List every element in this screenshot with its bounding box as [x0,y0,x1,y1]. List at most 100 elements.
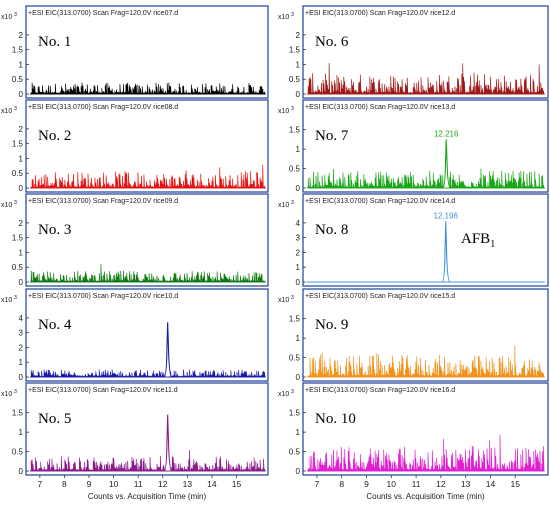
panel-10-ytick-label: 1 [296,428,301,437]
panel-2-multiplier: x10 3 [278,12,294,21]
panel-6-ytick-label: 2 [296,248,301,257]
panel-10-xtick-label: 10 [387,479,397,489]
panel-8-frame [302,288,549,382]
panel-2-ytick-label: 0 [296,90,301,99]
panel-8-multiplier: x10 3 [278,295,294,304]
panel-5-ytick-label: 1 [19,248,24,257]
panel-10-ytick-label: 0.5 [289,448,301,457]
panel-6-ytick-label: 4 [296,219,301,228]
panel-5-frame [25,193,269,287]
panel-5-label: No. 3 [38,222,71,238]
panel-9-multiplier-exp: 3 [12,389,17,395]
panel-6-header: +ESI EIC(313.0700) Scan Frag=120.0V rice… [305,198,455,205]
panel-9-xtick-label: 12 [158,479,168,489]
panel-3-ytick-label: 0.5 [12,169,24,178]
panel-1-ytick-label: 0 [19,90,24,99]
panel-1-ytick-label: 0.5 [12,75,24,84]
panel-10-xtick-label: 8 [339,479,344,489]
panel-8-ytick-label: 1 [296,334,301,343]
panel-5-ytick-label: 0.5 [12,263,24,272]
panel-4-multiplier-exp: 3 [289,106,294,112]
panel-4-peak [442,139,451,189]
panel-10-header: +ESI EIC(313.0700) Scan Frag=120.0V rice… [305,387,455,394]
panel-5-multiplier: x10 3 [1,200,17,209]
panel-10-ytick-label: 0 [296,467,301,476]
panel-5-ytick-label: 0 [19,278,24,287]
panel-3-multiplier: x10 3 [1,106,17,115]
panel-9-xtick-label: 8 [62,479,67,489]
panel-2-ytick-label: 1.5 [289,46,301,55]
panel-10-multiplier-exp: 3 [289,389,294,395]
panel-6-ytick-label: 0 [296,278,301,287]
panel-8-header: +ESI EIC(313.0700) Scan Frag=120.0V rice… [305,293,455,300]
panel-8-multiplier-exp: 3 [289,295,294,301]
panel-6-frame [302,193,549,287]
panel-1-label: No. 1 [38,34,71,50]
panel-2-ytick-label: 0.5 [289,75,301,84]
panel-9-ytick-label: 1.5 [12,409,24,418]
panel-10-xtick-label: 12 [436,479,446,489]
panel-6-analyte-label: AFB1 [461,231,495,250]
panel-10-xtick-label: 13 [461,479,471,489]
panel-4-frame [302,99,549,193]
panel-9-xtick-label: 15 [232,479,242,489]
panel-2-ytick-label: 2 [296,31,301,40]
panel-9-ytick-label: 1 [19,428,24,437]
panel-10-xtick-label: 11 [412,479,421,489]
panel-6-analyte-subscript: 1 [490,239,495,250]
panel-9-frame [25,382,269,476]
panel-6-multiplier: x10 3 [278,200,294,209]
panel-3-ytick-label: 0 [19,184,24,193]
panel-4-peak-label: 12.216 [434,129,459,138]
panel-6-label: No. 8 [315,222,348,238]
panel-4-ytick-label: 1.5 [289,126,301,135]
panel-2-label: No. 6 [315,34,349,50]
panel-6-ytick-label: 3 [296,234,301,243]
panel-1-multiplier: x10 3 [1,12,17,21]
panel-7-multiplier-exp: 3 [12,295,17,301]
panel-9-header: +ESI EIC(313.0700) Scan Frag=120.0V rice… [28,387,178,394]
panel-8-ytick-label: 0 [296,373,301,382]
panel-10-xtick-label: 7 [315,479,320,489]
panel-7-frame [25,288,269,382]
panel-3-frame [25,99,269,193]
panel-9-peak [163,414,173,472]
panel-1-multiplier-exp: 3 [12,12,17,18]
panel-4-trace [307,168,545,189]
panel-7-trace [30,369,266,378]
panel-8-trace [307,345,545,378]
panel-1-header: +ESI EIC(313.0700) Scan Frag=120.0V rice… [28,10,178,17]
panel-9-ytick-label: 0.5 [12,448,24,457]
panel-9-xtick-label: 11 [134,479,143,489]
panel-9-trace [30,450,266,472]
panel-7-ytick-label: 4 [19,314,24,323]
panel-3-label: No. 2 [38,128,71,144]
panel-10-ytick-label: 1.5 [289,409,301,418]
panel-7-header: +ESI EIC(313.0700) Scan Frag=120.0V rice… [28,293,178,300]
panel-9-xtick-label: 10 [109,479,119,489]
panel-10-label: No. 10 [315,411,356,427]
panel-4-label: No. 7 [315,128,349,144]
panel-9-label: No. 5 [38,411,71,427]
panel-1-ytick-label: 1 [19,60,24,69]
panel-2-multiplier-exp: 3 [289,12,294,18]
panel-8-ytick-label: 0.5 [289,354,301,363]
panel-2-frame [302,5,549,99]
panel-10-multiplier: x10 3 [278,389,294,398]
panel-7-ytick-label: 1 [19,358,24,367]
panel-10-xtick-label: 9 [364,479,369,489]
panel-10-frame [302,382,549,476]
panel-2-ytick-label: 1 [296,60,301,69]
panel-3-ytick-label: 1 [19,154,24,163]
panel-1-ytick-label: 1.5 [12,46,24,55]
panel-9-xtick-label: 7 [37,479,42,489]
panel-9-multiplier: x10 3 [1,389,17,398]
panel-2-header: +ESI EIC(313.0700) Scan Frag=120.0V rice… [305,10,455,17]
panel-4-header: +ESI EIC(313.0700) Scan Frag=120.0V rice… [305,104,455,111]
panel-3-trace [30,164,266,189]
panel-6-peak-label: 12.196 [433,211,458,220]
panel-4-ytick-label: 1 [296,145,301,154]
panel-5-multiplier-exp: 3 [12,200,17,206]
panel-9-xtick-label: 13 [183,479,193,489]
panel-9-xlabel: Counts vs. Acquisition Time (min) [88,492,207,501]
